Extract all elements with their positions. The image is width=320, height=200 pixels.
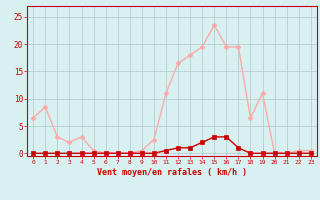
X-axis label: Vent moyen/en rafales ( km/h ): Vent moyen/en rafales ( km/h ) [97, 168, 247, 177]
